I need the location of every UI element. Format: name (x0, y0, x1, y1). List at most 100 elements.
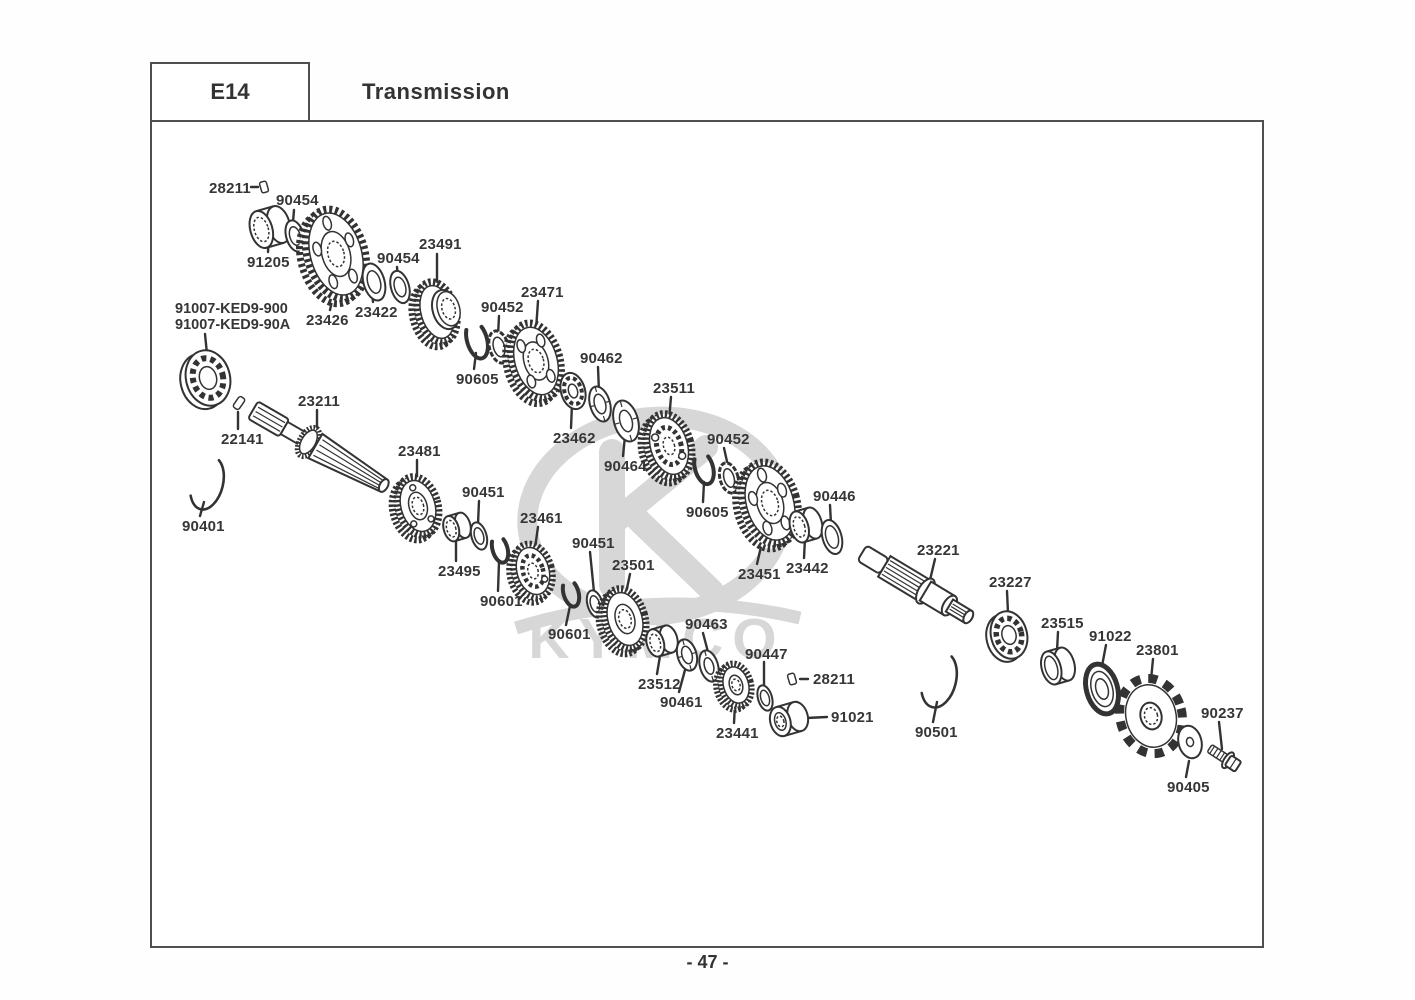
tab-washer-90464 (612, 399, 640, 443)
part-label-90462: 90462 (580, 350, 623, 367)
part-label-23211: 23211 (298, 393, 340, 410)
page-title: Transmission (362, 79, 510, 104)
gear-23426 (295, 205, 371, 308)
part-label-90605-b: 90605 (686, 504, 729, 521)
part-label-90454-b: 90454 (377, 250, 420, 267)
bearing-23227 (985, 610, 1029, 663)
gear-23461 (506, 540, 556, 606)
part-label-23491: 23491 (419, 236, 462, 253)
part-label-91205: 91205 (247, 254, 290, 271)
watermark-k-lower (618, 500, 724, 603)
bushing-91021 (768, 700, 810, 738)
part-label-23512: 23512 (638, 676, 681, 693)
part-label-91007-ked9-900: 91007-KED9-900 (175, 301, 288, 317)
part-label-91007-ked9-90a: 91007-KED9-90A (175, 316, 291, 333)
part-label-90405: 90405 (1167, 779, 1210, 796)
part-label-90446: 90446 (813, 488, 856, 505)
part-label-90447: 90447 (745, 646, 788, 663)
bushing-23515 (1040, 646, 1076, 686)
diagram-frame (150, 120, 1264, 948)
part-label-90601-a: 90601 (480, 593, 523, 610)
part-label-90451-b: 90451 (572, 535, 615, 552)
part-label-23426: 23426 (306, 312, 349, 329)
gear-23441 (713, 660, 755, 713)
lock-washer-90463 (698, 649, 720, 683)
lock-washer-90462 (588, 385, 612, 423)
part-label-90451-a: 90451 (462, 484, 505, 501)
part-label-91021: 91021 (831, 709, 874, 726)
washer-90446 (820, 518, 844, 556)
page-number: - 47 - (686, 952, 729, 972)
part-label-90464: 90464 (604, 458, 647, 475)
washer-90454-b (389, 269, 411, 305)
part-label-23422: 23422 (355, 304, 398, 321)
part-label-91022: 91022 (1089, 628, 1132, 645)
bearing-91007 (179, 349, 232, 411)
bearing-91205 (248, 205, 292, 249)
part-label-90452-b: 90452 (707, 431, 750, 448)
gear-23511 (637, 410, 696, 487)
oil-seal-91022 (1083, 661, 1121, 717)
gear-23501 (595, 585, 650, 658)
snap-ring-90601-b (560, 577, 582, 609)
shaft-23211 (248, 401, 390, 493)
part-label-23501: 23501 (612, 557, 655, 574)
circlip-90401 (188, 455, 226, 511)
circlip-90501 (919, 651, 959, 709)
section-code-box: E14 (150, 62, 310, 122)
washer-23422 (361, 262, 387, 302)
part-label-23221: 23221 (917, 542, 960, 559)
part-label-23227: 23227 (989, 574, 1032, 591)
part-label-23442: 23442 (786, 560, 829, 577)
part-label-23441: 23441 (716, 725, 759, 742)
gear-23481 (388, 473, 443, 544)
part-label-23801: 23801 (1136, 642, 1179, 659)
washer-90405 (1177, 724, 1203, 760)
part-label-23495: 23495 (438, 563, 481, 580)
watermark-swoosh (514, 597, 802, 635)
pin-28211-a (258, 180, 270, 194)
gear-23471 (502, 319, 565, 408)
bolt-90237 (1207, 744, 1242, 773)
gear-23451 (732, 458, 802, 553)
snap-ring-90605-a (464, 319, 490, 361)
gear-23491 (408, 278, 461, 351)
spring-washer-90452-b (717, 461, 741, 495)
part-label-90237: 90237 (1201, 705, 1244, 722)
tab-washer-90461 (675, 638, 699, 672)
part-label-90452-a: 90452 (481, 299, 524, 316)
part-label-23515: 23515 (1041, 615, 1084, 632)
part-label-23461: 23461 (520, 510, 563, 527)
part-label-22141: 22141 (221, 431, 264, 448)
part-label-28211-b: 28211 (813, 671, 855, 688)
bearing-23462 (559, 371, 587, 411)
snap-ring-90601-a (489, 533, 511, 565)
washer-90447 (756, 684, 774, 712)
part-label-90601-b: 90601 (548, 626, 591, 643)
pin-22141 (232, 395, 246, 411)
part-label-23481: 23481 (398, 443, 441, 460)
part-label-23462: 23462 (553, 430, 596, 447)
part-label-90461: 90461 (660, 694, 703, 711)
part-label-91007: 91007-KED9-900 91007-KED9-90A (175, 301, 291, 333)
sprocket-23801 (1115, 673, 1187, 759)
part-label-90605-a: 90605 (456, 371, 499, 388)
snap-ring-90605-b (692, 449, 716, 487)
pin-28211-b (786, 672, 798, 686)
part-label-90401: 90401 (182, 518, 225, 535)
shaft-23221 (857, 545, 975, 625)
washer-90451-a (469, 521, 489, 551)
bushing-23442 (788, 506, 824, 544)
bearing-23512 (645, 624, 679, 658)
part-label-23511: 23511 (653, 380, 695, 397)
part-label-23451: 23451 (738, 566, 781, 583)
bearing-23495 (442, 511, 472, 543)
part-label-90501: 90501 (915, 724, 958, 741)
part-label-90454-a: 90454 (276, 192, 319, 209)
part-label-28211-a: 28211 (209, 180, 251, 197)
part-label-90463: 90463 (685, 616, 728, 633)
part-label-23471: 23471 (521, 284, 564, 301)
section-code: E14 (210, 79, 250, 104)
